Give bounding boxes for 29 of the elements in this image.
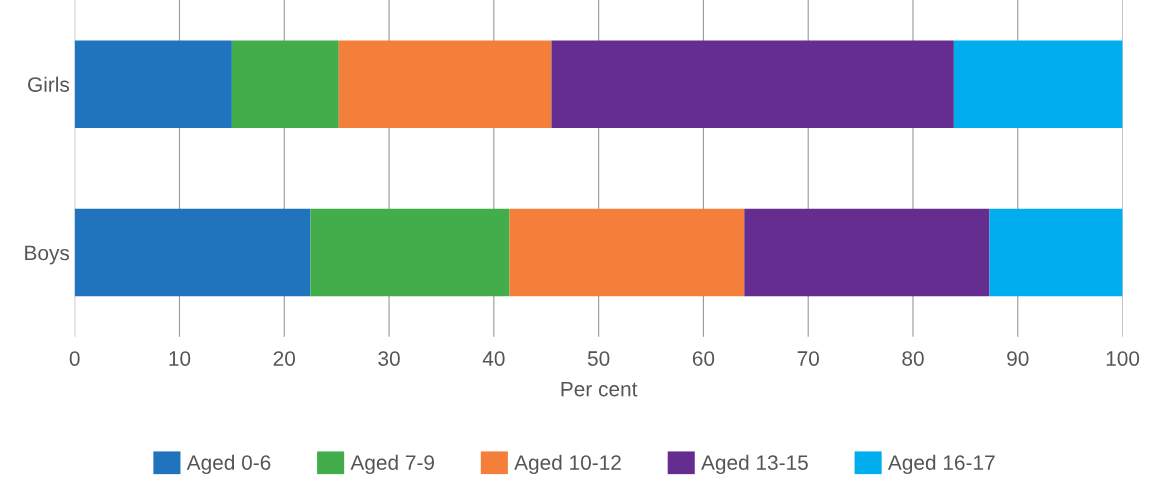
legend-label: Aged 10-12 <box>514 454 621 475</box>
bar <box>310 208 510 297</box>
bar <box>231 40 339 128</box>
x-tick-label: 60 <box>692 351 715 366</box>
bar <box>74 208 311 297</box>
x-tick-label: 50 <box>587 351 610 366</box>
x-tick-label: 70 <box>797 351 819 366</box>
legend-label: Aged 0-6 <box>186 454 271 475</box>
legend-label: Aged 7-9 <box>350 454 434 475</box>
bar <box>989 208 1123 297</box>
bar <box>953 40 1123 128</box>
bar <box>744 208 990 297</box>
legend-label: Aged 16-17 <box>887 454 995 475</box>
legend-label: Aged 13-15 <box>701 454 808 475</box>
x-tick-label: 100 <box>1106 351 1140 366</box>
x-tick-label: 20 <box>273 351 296 366</box>
x-tick-label: 40 <box>482 351 505 366</box>
bar <box>551 40 954 128</box>
x-tick-label: 0 <box>69 351 80 366</box>
bar <box>509 208 745 297</box>
bar <box>338 40 552 128</box>
x-tick-label: 90 <box>1007 351 1029 366</box>
x-tick-label: 10 <box>169 351 191 366</box>
y-tick-label: Girls <box>28 76 70 92</box>
y-tick-label: Boys <box>25 245 70 265</box>
bar <box>74 40 232 128</box>
x-tick-label: 80 <box>902 351 924 366</box>
x-axis-title: Per cent <box>561 381 638 397</box>
x-tick-label: 30 <box>378 351 400 366</box>
